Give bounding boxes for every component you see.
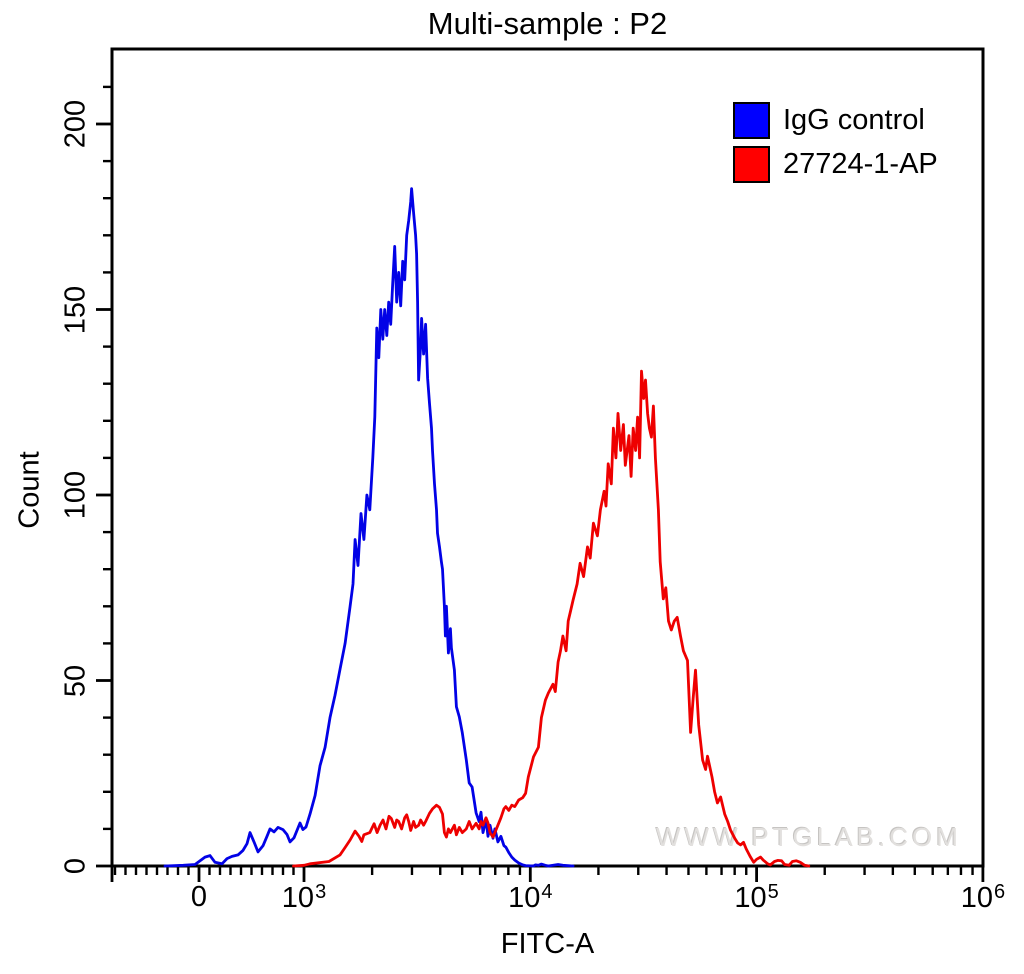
y-tick-label: 200: [59, 99, 92, 149]
histogram-curve-27724-1-ap: [292, 369, 811, 868]
legend: IgG control 27724-1-AP: [733, 102, 938, 190]
y-tick-label: 100: [59, 470, 92, 520]
histogram-curve-igg-control: [163, 187, 575, 868]
chart-title: Multi-sample : P2: [427, 6, 668, 41]
y-tick-label: 0: [59, 857, 92, 875]
x-tick-label: 0: [190, 881, 208, 913]
x-tick-label: 105: [734, 881, 779, 914]
watermark: WWW.PTGLAB.COM: [656, 822, 962, 852]
legend-swatch-red: [733, 146, 770, 183]
x-tick-label: 104: [508, 881, 553, 914]
legend-label-27724-1-ap: 27724-1-AP: [783, 148, 938, 180]
x-axis-label: FITC-A: [500, 928, 595, 960]
y-tick-label: 50: [59, 664, 92, 697]
legend-swatch-blue: [733, 102, 770, 139]
legend-item-igg-control: IgG control: [733, 102, 938, 139]
y-tick-label: 150: [59, 285, 92, 334]
x-tick-label: 103: [281, 881, 327, 914]
x-tick-label: 106: [960, 881, 1006, 914]
legend-label-igg-control: IgG control: [783, 104, 925, 136]
legend-item-27724-1-ap: 27724-1-AP: [733, 146, 938, 183]
